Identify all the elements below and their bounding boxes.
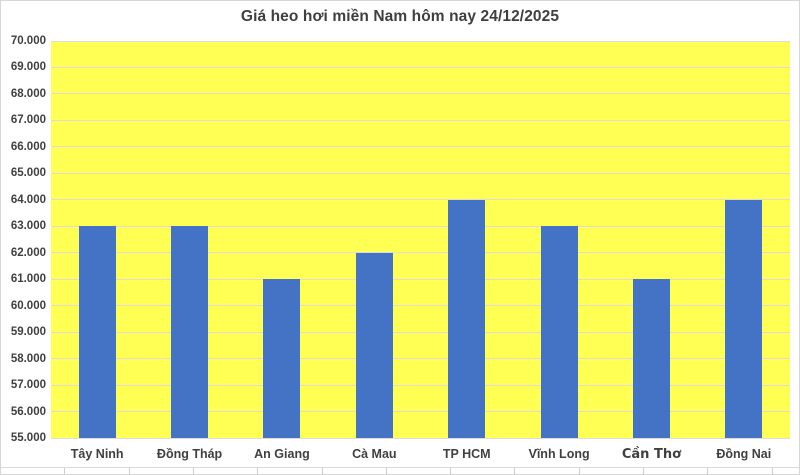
y-tick-label: 57.000	[10, 379, 46, 392]
y-tick-label: 56.000	[10, 405, 46, 418]
spreadsheet-column-line	[578, 468, 580, 474]
gridline	[51, 40, 790, 42]
y-tick-label: 63.000	[10, 220, 46, 233]
spreadsheet-column-line	[385, 468, 387, 474]
spreadsheet-column-line	[707, 468, 709, 474]
bar-TP HCM	[448, 199, 486, 438]
x-tick-label: Tây Ninh	[70, 447, 124, 461]
y-tick-label: 60.000	[10, 299, 46, 312]
gridline	[51, 358, 790, 360]
spreadsheet-column-line	[514, 468, 516, 474]
y-tick-label: 62.000	[10, 246, 46, 259]
gridline	[51, 437, 790, 439]
gridline	[51, 225, 790, 227]
x-tick-label: Đồng Nai	[716, 447, 772, 461]
gridline	[51, 119, 790, 121]
x-tick-label: Đồng Tháp	[156, 447, 223, 461]
spreadsheet-column-line	[643, 468, 644, 474]
x-tick-label: Cà Mau	[352, 447, 397, 461]
y-tick-label: 61.000	[10, 273, 46, 286]
x-axis: Tây Ninh Đồng Tháp An Giang Cà Mau TP HCM Vĩn…	[51, 444, 790, 466]
y-tick-label: 70.000	[10, 35, 46, 47]
gridline	[51, 411, 790, 413]
bar-An Giang	[263, 279, 301, 438]
gridline	[51, 331, 790, 333]
gridline	[51, 66, 790, 68]
y-tick-label: 58.000	[10, 352, 46, 365]
gridline	[51, 199, 790, 201]
gridline	[51, 172, 790, 174]
y-axis: 55.000 56.000 57.000 58.000 59.000 60.000 61.0…	[1, 35, 46, 444]
spreadsheet-column-line	[771, 468, 773, 474]
bar-Đồng Nai	[725, 199, 763, 438]
x-tick-label: TP HCM	[442, 447, 491, 461]
x-tick-label: Vĩnh Long	[528, 447, 590, 461]
spreadsheet-column-line	[321, 468, 323, 474]
gridline	[51, 384, 790, 386]
y-tick-label: 69.000	[10, 61, 46, 74]
x-tick-label: Cần Thơ	[621, 447, 682, 462]
spreadsheet-column-line	[257, 468, 259, 474]
spreadsheet-column-line	[128, 468, 130, 474]
gridline	[51, 278, 790, 280]
bar-Cần Thơ	[632, 279, 670, 438]
bar-Cà Mau	[355, 252, 393, 438]
spreadsheet-column-line	[450, 468, 452, 474]
y-tick-label: 55.000	[10, 432, 46, 444]
y-tick-label: 64.000	[10, 193, 46, 206]
plot-area	[51, 40, 790, 439]
y-tick-label: 59.000	[10, 326, 46, 339]
spreadsheet-gridline-strip	[1, 467, 799, 474]
gridline	[51, 305, 790, 307]
y-tick-label: 65.000	[10, 167, 46, 180]
gridline	[51, 252, 790, 254]
chart-title: Giá heo hơi miền Nam hôm nay 24/12/2025	[240, 8, 560, 25]
spreadsheet-column-line	[64, 468, 66, 474]
y-tick-label: 67.000	[10, 114, 46, 127]
spreadsheet-column-line	[192, 468, 194, 474]
bar-Vĩnh Long	[540, 226, 578, 438]
bar-Đồng Tháp	[171, 226, 209, 438]
y-tick-label: 66.000	[10, 140, 46, 153]
gridline	[51, 146, 790, 148]
y-tick-label: 68.000	[10, 87, 46, 100]
bar-Tây Ninh	[78, 226, 116, 438]
x-tick-label: An Giang	[254, 447, 310, 461]
gridline	[51, 93, 790, 95]
